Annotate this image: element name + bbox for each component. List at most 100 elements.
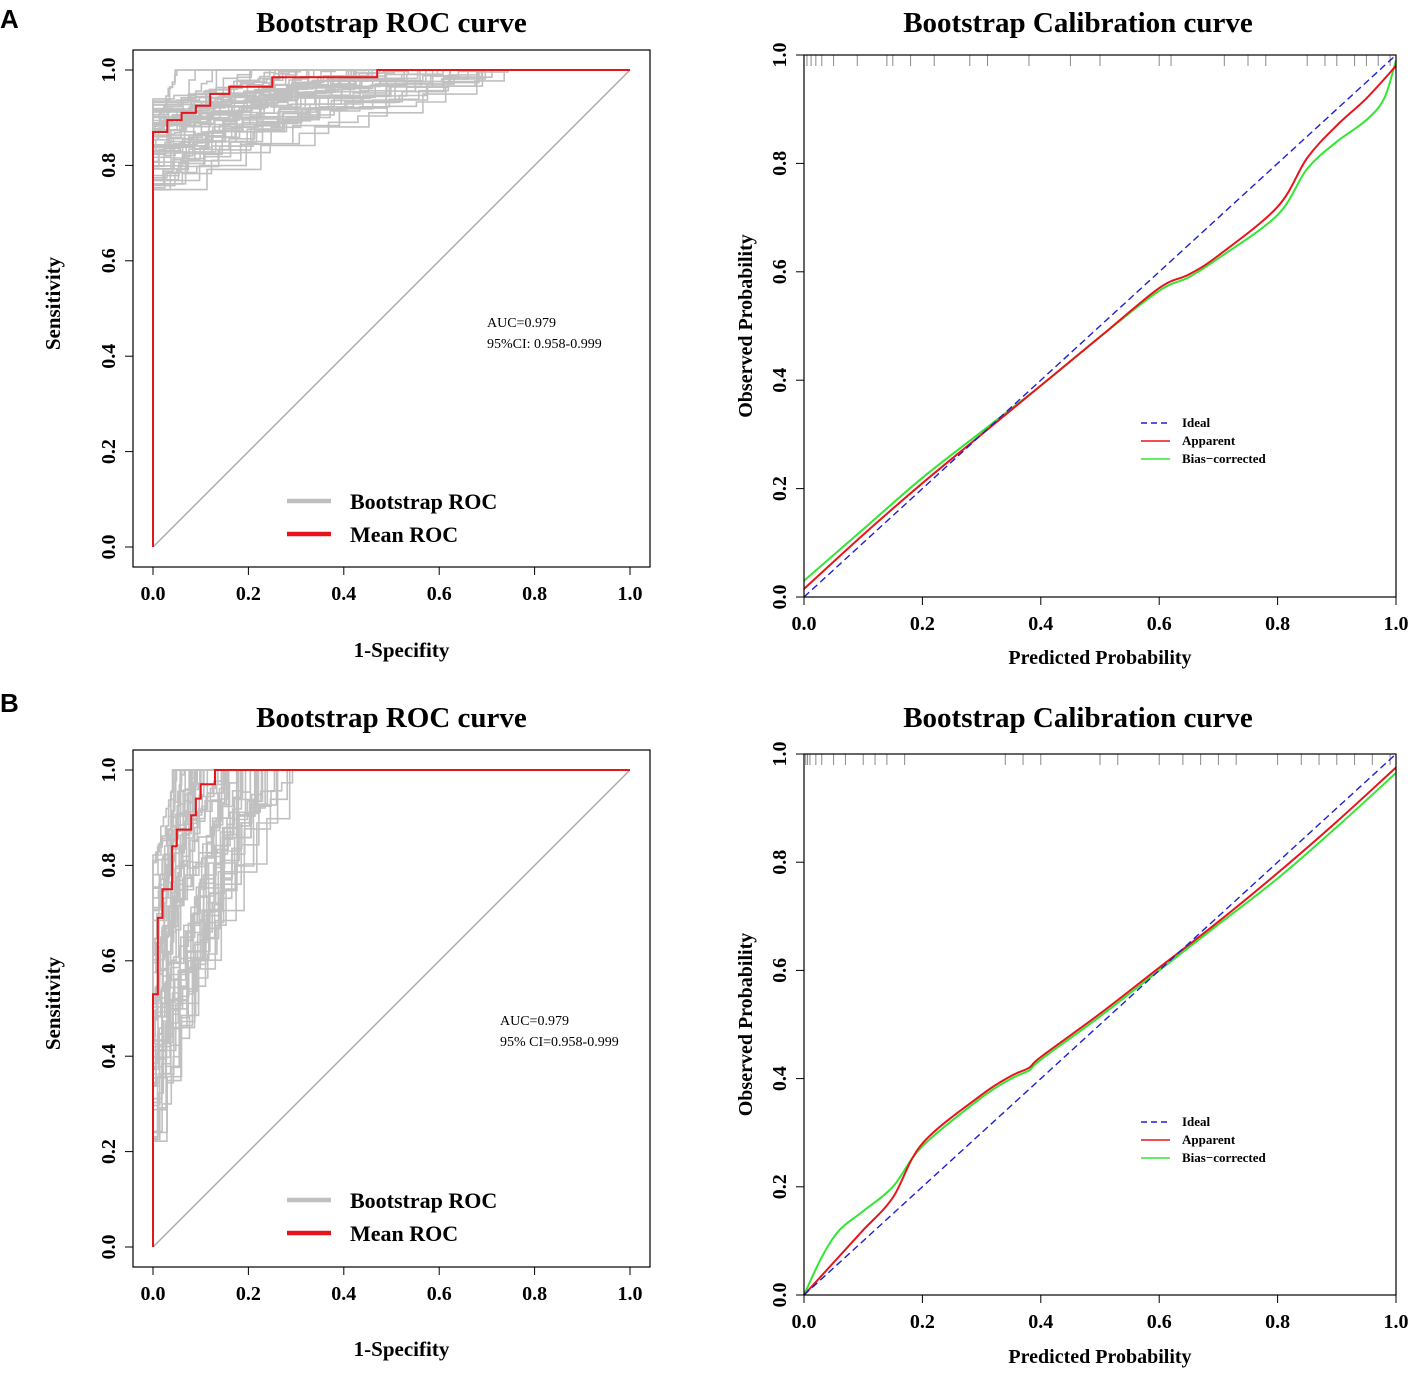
plot-frame <box>132 749 651 1268</box>
y-tick-label: 0.2 <box>98 1139 120 1164</box>
x-tick-label: 0.6 <box>427 1283 452 1305</box>
plot-frame <box>803 54 1397 598</box>
legend-label: Mean ROC <box>350 522 458 547</box>
y-tick-label: 0.8 <box>769 151 791 176</box>
plot-frame <box>132 49 651 568</box>
x-tick-label: 0.8 <box>1265 613 1290 635</box>
legend-label: Bootstrap ROC <box>350 489 497 514</box>
y-tick-label: 0.6 <box>769 259 791 284</box>
x-tick-label: 0.2 <box>236 1283 261 1305</box>
legend-label: Ideal <box>1182 415 1211 430</box>
x-tick-label: 0.4 <box>1028 613 1053 635</box>
x-tick-label: 0.4 <box>1028 1311 1053 1333</box>
bootstrap-roc-line <box>152 69 630 547</box>
y-tick-label: 0.4 <box>769 1066 791 1091</box>
x-tick-label: 0.6 <box>427 583 452 605</box>
y-tick-label: 0.0 <box>769 585 791 610</box>
y-tick-label: 1.0 <box>769 43 791 68</box>
chart-title: Bootstrap Calibration curve <box>903 7 1253 39</box>
x-tick-label: 0.4 <box>331 1283 356 1305</box>
y-tick-label: 1.0 <box>769 742 791 767</box>
bootstrap-roc-line <box>152 769 630 1247</box>
y-tick-label: 0.4 <box>98 1044 120 1069</box>
x-tick-label: 0.4 <box>331 583 356 605</box>
y-axis-label: Sensitivity <box>41 956 65 1050</box>
bootstrap-roc-line <box>152 769 630 1247</box>
bootstrap-roc-line <box>152 769 630 1247</box>
apparent-line <box>803 766 1397 1296</box>
ci-annotation: 95%CI: 0.958-0.999 <box>487 337 602 352</box>
bootstrap-roc-line <box>152 769 630 1247</box>
bootstrap-roc-line <box>152 769 630 1247</box>
rug-marks <box>805 754 1391 765</box>
bootstrap-roc-line <box>152 769 630 1247</box>
chart-title: Bootstrap ROC curve <box>256 7 527 39</box>
bootstrap-roc-curves <box>152 769 630 1247</box>
y-tick-label: 0.0 <box>98 535 120 560</box>
x-axis-label: 1-Specifity <box>354 1337 450 1361</box>
x-tick-label: 0.8 <box>1265 1311 1290 1333</box>
y-tick-label: 0.6 <box>98 948 120 973</box>
x-tick-label: 0.2 <box>236 583 261 605</box>
bootstrap-roc-line <box>152 69 630 547</box>
legend-label: Ideal <box>1182 1114 1211 1129</box>
bootstrap-roc-line <box>152 769 630 1247</box>
bootstrap-roc-line <box>152 769 630 1247</box>
bootstrap-roc-line <box>152 69 630 547</box>
y-tick-label: 0.6 <box>98 248 120 273</box>
x-tick-label: 0.8 <box>522 583 547 605</box>
y-tick-label: 0.8 <box>769 850 791 875</box>
x-axis-label: Predicted Probability <box>1008 1346 1191 1368</box>
y-tick-label: 0.4 <box>98 344 120 369</box>
x-axis-label: 1-Specifity <box>354 638 450 662</box>
x-tick-label: 1.0 <box>618 583 643 605</box>
chart-title: Bootstrap ROC curve <box>256 702 527 734</box>
mean-roc-line <box>152 69 630 547</box>
bootstrap-roc-line <box>152 69 630 547</box>
plot-frame <box>803 753 1397 1296</box>
apparent-line <box>803 65 1397 590</box>
bias-corrected-line <box>803 60 1397 582</box>
y-tick-label: 0.2 <box>769 1174 791 1199</box>
y-tick-label: 0.4 <box>769 368 791 393</box>
bootstrap-roc-line <box>152 69 630 547</box>
bootstrap-roc-line <box>152 69 630 547</box>
bootstrap-roc-line <box>152 69 630 547</box>
x-tick-label: 0.2 <box>910 1311 935 1333</box>
x-tick-label: 0.2 <box>910 613 935 635</box>
y-tick-label: 0.6 <box>769 958 791 983</box>
y-tick-label: 0.2 <box>98 439 120 464</box>
chance-diagonal <box>152 69 631 548</box>
x-axis-label: Predicted Probability <box>1008 647 1191 669</box>
x-tick-label: 0.6 <box>1147 613 1172 635</box>
y-tick-label: 0.8 <box>98 153 120 178</box>
bootstrap-roc-line <box>152 69 630 547</box>
mean-roc-line <box>152 769 630 1247</box>
bootstrap-roc-line <box>152 69 630 547</box>
bootstrap-roc-line <box>152 769 630 1247</box>
x-tick-label: 1.0 <box>1384 613 1409 635</box>
x-tick-label: 0.0 <box>141 583 166 605</box>
y-tick-label: 0.0 <box>98 1235 120 1260</box>
panel-label-a: A <box>0 4 19 34</box>
y-tick-label: 1.0 <box>98 758 120 783</box>
bootstrap-roc-line <box>152 769 630 1247</box>
panel-label-b: B <box>0 688 19 718</box>
legend-label: Mean ROC <box>350 1221 458 1246</box>
bootstrap-roc-line <box>152 769 630 1247</box>
bootstrap-roc-line <box>152 769 630 1247</box>
roc-chart-b: Bootstrap ROC curve 1-Specifity Sensitivit… <box>41 702 651 1361</box>
rug-marks <box>806 55 1391 66</box>
y-tick-label: 0.2 <box>769 476 791 501</box>
x-tick-label: 1.0 <box>1384 1311 1409 1333</box>
bootstrap-roc-curves <box>152 69 630 547</box>
x-tick-label: 1.0 <box>618 1283 643 1305</box>
bootstrap-roc-line <box>152 69 630 547</box>
bootstrap-roc-line <box>152 69 630 547</box>
y-axis-label: Sensitivity <box>41 256 65 350</box>
legend-label: Bootstrap ROC <box>350 1188 497 1213</box>
y-tick-label: 0.0 <box>769 1283 791 1308</box>
calibration-chart-b: Bootstrap Calibration curve Predicted Pro… <box>735 702 1409 1368</box>
chart-title: Bootstrap Calibration curve <box>903 702 1253 734</box>
legend-label: Bias−corrected <box>1182 1150 1266 1165</box>
